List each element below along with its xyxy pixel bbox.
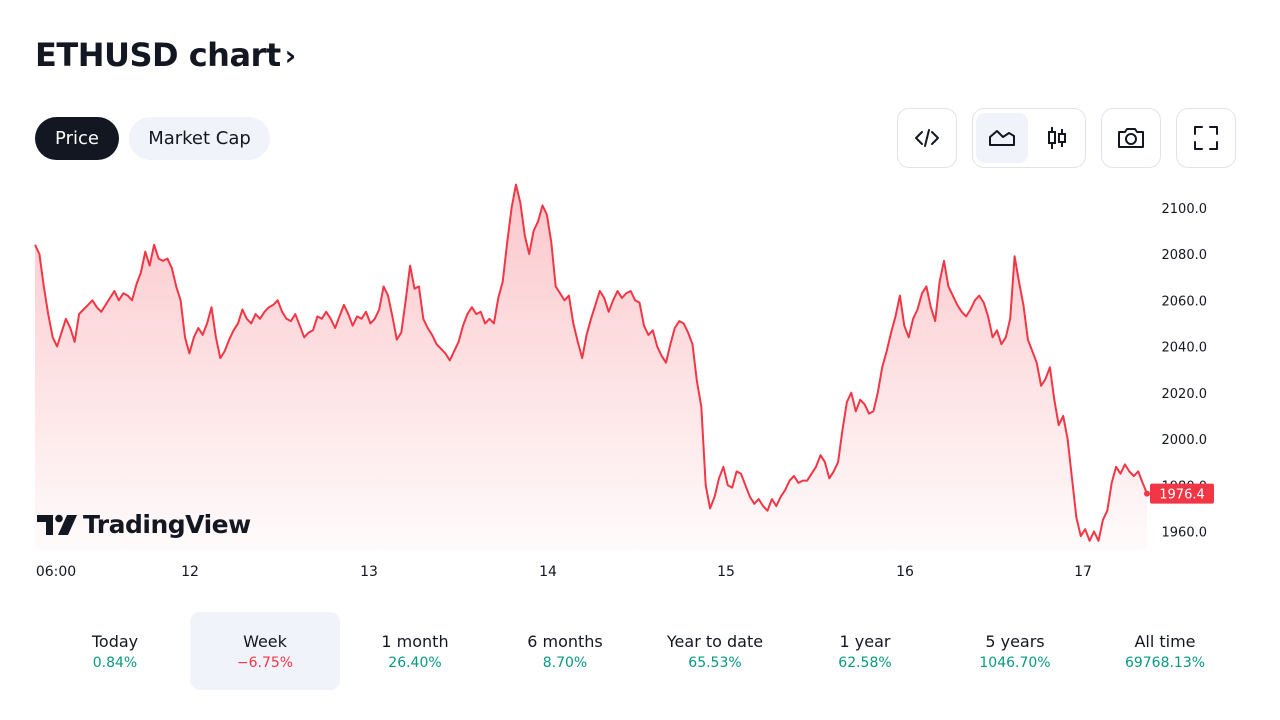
y-tick-label: 2040.0: [1162, 341, 1208, 356]
tradingview-logo: TradingView: [37, 510, 251, 539]
price-chart[interactable]: 2100.02080.02060.02040.02020.02000.01980…: [0, 180, 1280, 600]
period-label: Today: [91, 631, 139, 651]
fullscreen-button[interactable]: [1176, 108, 1236, 168]
camera-icon: [1118, 128, 1144, 148]
y-tick-label: 2100.0: [1162, 202, 1208, 217]
x-tick-label: 13: [360, 564, 378, 580]
period-change: 26.40%: [388, 654, 442, 671]
period-1-month[interactable]: 1 month 26.40%: [340, 612, 490, 690]
price-line: [34, 183, 1148, 542]
embed-button[interactable]: [897, 108, 957, 168]
period-change: −6.75%: [236, 654, 294, 671]
candlestick-icon: [1048, 127, 1066, 149]
period-label: 5 years: [985, 631, 1045, 651]
x-tick-label: 15: [717, 564, 735, 580]
x-tick-label: 14: [539, 564, 557, 580]
area-style-button[interactable]: [976, 113, 1028, 163]
y-tick-label: 2060.0: [1162, 294, 1208, 309]
chevron-right-icon: ›: [284, 38, 297, 72]
period-label: All time: [1134, 631, 1196, 651]
period-all-time[interactable]: All time 69768.13%: [1090, 612, 1240, 690]
period-change: 8.70%: [542, 654, 588, 671]
y-tick-label: 2080.0: [1162, 248, 1208, 263]
candlestick-style-button[interactable]: [1031, 113, 1083, 163]
period-year-to-date[interactable]: Year to date 65.53%: [640, 612, 790, 690]
page-title: ETHUSD chart: [35, 36, 281, 74]
last-price-dot: [1144, 490, 1150, 497]
x-tick-label: 06:00: [36, 564, 76, 580]
period-week[interactable]: Week −6.75%: [190, 612, 340, 690]
period-today[interactable]: Today 0.84%: [40, 612, 190, 690]
tradingview-logo-icon: [37, 514, 77, 535]
period-selector: Today 0.84% Week −6.75% 1 month 26.40% 6…: [40, 612, 1240, 690]
tab-market-cap[interactable]: Market Cap: [129, 117, 270, 160]
y-tick-label: 2020.0: [1162, 387, 1208, 402]
tab-price[interactable]: Price: [35, 117, 119, 160]
last-price-label: 1976.4: [1159, 488, 1205, 503]
period-label: 6 months: [527, 631, 603, 651]
period-label: 1 year: [839, 631, 891, 651]
x-tick-label: 16: [896, 564, 914, 580]
fullscreen-icon: [1194, 126, 1218, 150]
area-chart-icon: [989, 130, 1015, 146]
x-tick-label: 12: [181, 564, 199, 580]
snapshot-button[interactable]: [1101, 108, 1161, 168]
price-area-fill: [35, 184, 1147, 550]
last-price-badge: [1150, 483, 1214, 504]
chart-title-link[interactable]: ETHUSD chart ›: [35, 36, 296, 74]
period-change: 69768.13%: [1124, 654, 1206, 671]
y-tick-label: 2000.0: [1162, 433, 1208, 448]
code-icon: [915, 129, 939, 147]
chart-style-group: [972, 108, 1086, 168]
period-1-year[interactable]: 1 year 62.58%: [790, 612, 940, 690]
period-label: Year to date: [666, 631, 764, 651]
period-change: 65.53%: [688, 654, 742, 671]
period-label: Week: [243, 631, 287, 651]
period-change: 62.58%: [838, 654, 892, 671]
period-change: 0.84%: [92, 654, 138, 671]
period-5-years[interactable]: 5 years 1046.70%: [940, 612, 1090, 690]
x-tick-label: 17: [1074, 564, 1092, 580]
y-tick-label: 1960.0: [1162, 526, 1208, 541]
watermark-text: TradingView: [83, 510, 251, 539]
period-6-months[interactable]: 6 months 8.70%: [490, 612, 640, 690]
period-change: 1046.70%: [979, 654, 1051, 671]
chart-svg: 2100.02080.02060.02040.02020.02000.01980…: [34, 183, 1214, 580]
period-label: 1 month: [381, 631, 449, 651]
